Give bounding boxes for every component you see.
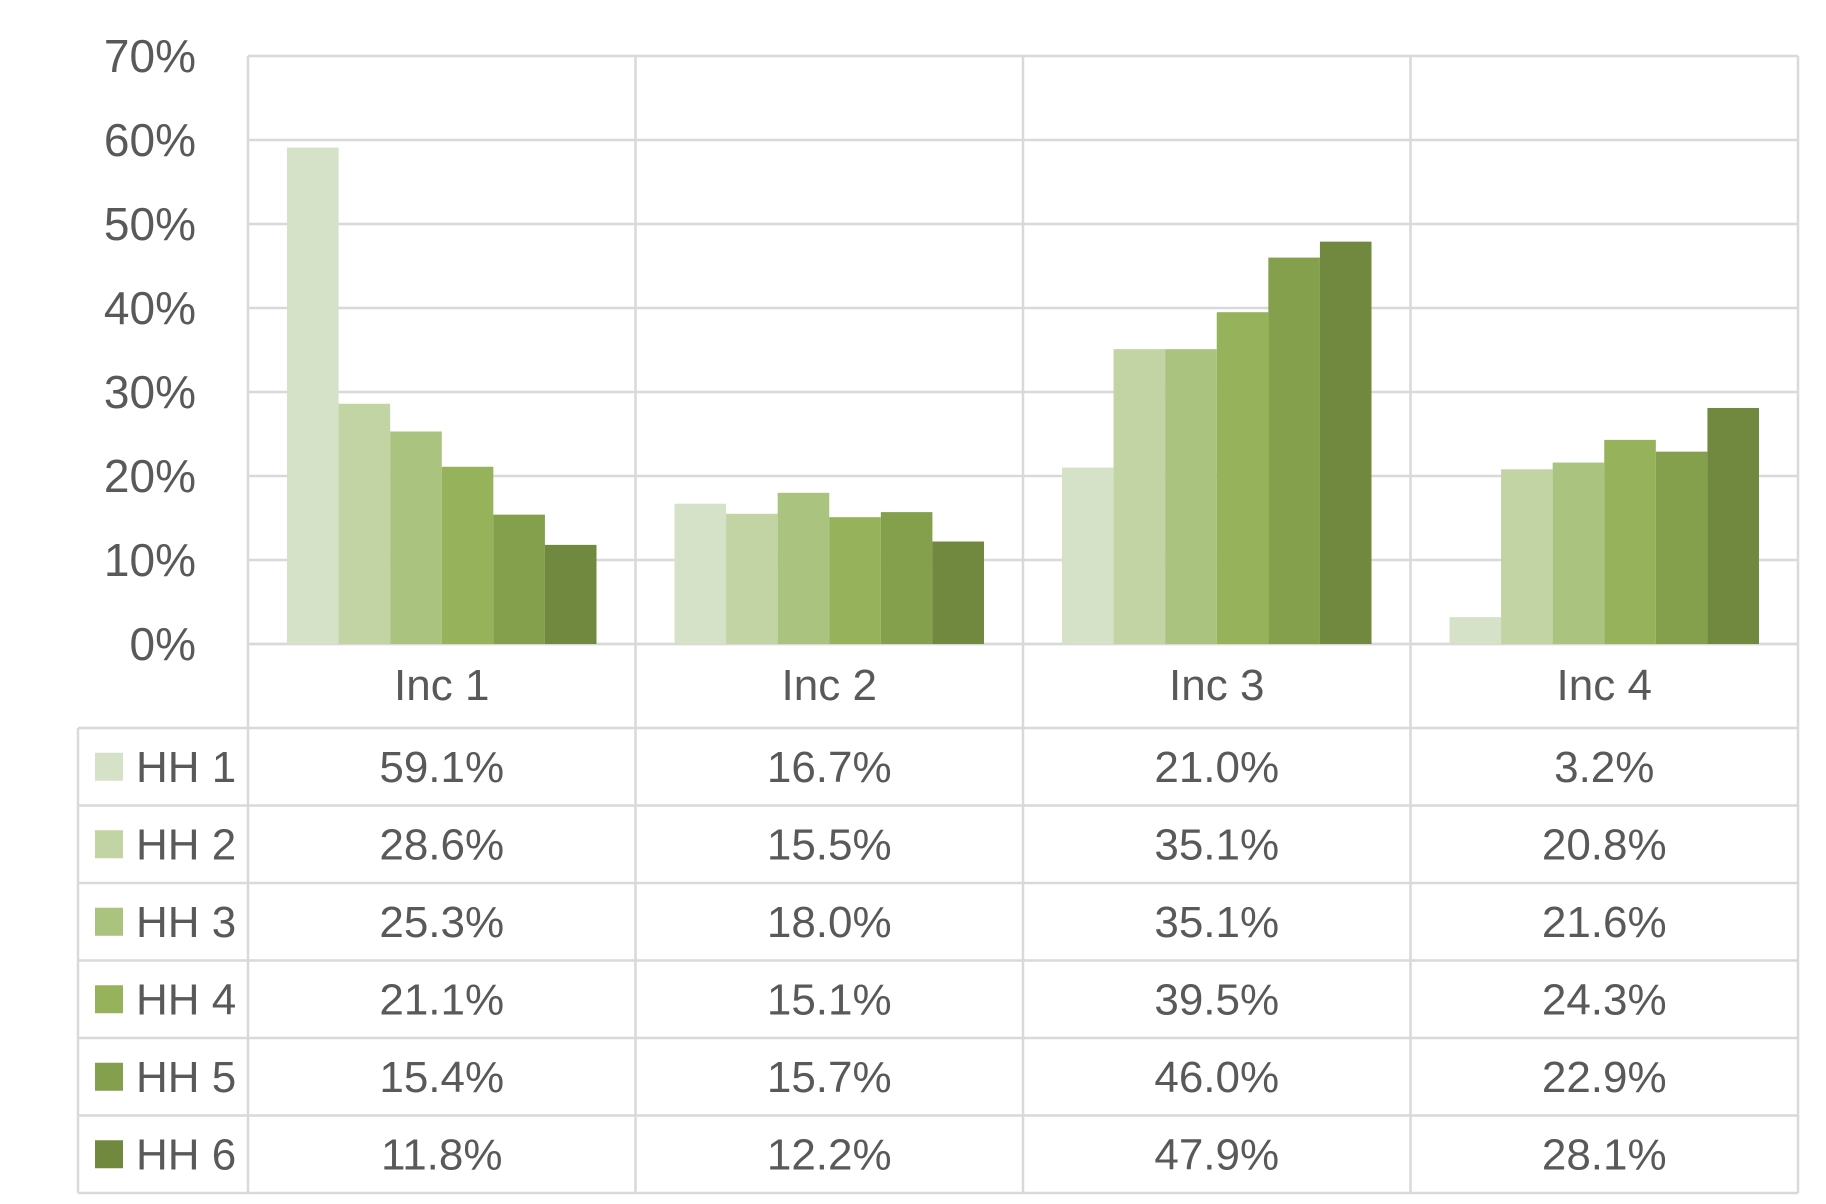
category-label: Inc 4	[1557, 661, 1652, 710]
bar	[441, 466, 494, 644]
legend-label: HH 5	[136, 1053, 236, 1102]
table-cell-value: 28.6%	[379, 820, 504, 869]
legend-label: HH 4	[136, 975, 236, 1024]
category-label: Inc 3	[1169, 661, 1264, 710]
bar	[390, 431, 442, 644]
y-tick-label: 30%	[104, 366, 196, 418]
bar	[777, 492, 830, 644]
bar	[287, 147, 339, 644]
legend-swatch	[95, 1140, 123, 1169]
table-cell-value: 3.2%	[1554, 743, 1654, 792]
bar	[1707, 407, 1759, 644]
y-tick-label: 70%	[104, 30, 196, 82]
table-cell-value: 20.8%	[1542, 820, 1667, 869]
table-cell-value: 28.1%	[1542, 1130, 1667, 1179]
bar	[1062, 467, 1114, 644]
category-label: Inc 2	[782, 661, 877, 710]
bar	[1113, 349, 1166, 644]
y-axis-ticks: 0% 10% 20% 30% 40% 50% 60% 70%	[104, 30, 196, 670]
bar	[674, 503, 727, 644]
bar	[829, 517, 881, 644]
table-cell-value: 12.2%	[767, 1130, 892, 1179]
table-cell-value: 21.6%	[1542, 898, 1667, 947]
table-cell-value: 39.5%	[1154, 975, 1279, 1024]
table-cell-value: 15.7%	[767, 1053, 892, 1102]
y-tick-label: 20%	[104, 450, 196, 502]
table-cell-value: 16.7%	[767, 743, 892, 792]
bar	[1216, 312, 1269, 644]
bar	[338, 403, 391, 644]
bar	[1165, 349, 1217, 644]
table-cell-value: 11.8%	[381, 1130, 503, 1179]
category-label: Inc 1	[394, 661, 489, 710]
legend-label: HH 6	[136, 1130, 236, 1179]
table-cell-value: 21.0%	[1154, 743, 1279, 792]
legend-swatch	[95, 1062, 123, 1091]
bar	[1655, 451, 1708, 644]
bar	[544, 544, 597, 644]
legend-swatch	[95, 985, 123, 1014]
data-table: HH 1 59.1% 16.7% 21.0% 3.2% HH 2 28.6% 15.5% 35.…	[95, 743, 1667, 1179]
table-cell-value: 21.1%	[379, 975, 504, 1024]
table-cell-value: 15.4%	[379, 1053, 504, 1102]
bar	[1604, 439, 1656, 644]
table-cell-value: 47.9%	[1154, 1130, 1279, 1179]
table-cell-value: 35.1%	[1154, 820, 1279, 869]
table-cell-value: 25.3%	[379, 898, 504, 947]
y-tick-label: 50%	[104, 198, 196, 250]
table-cell-value: 15.1%	[767, 975, 892, 1024]
table-cell-value: 35.1%	[1154, 898, 1279, 947]
bar	[880, 512, 933, 644]
table-cell-value: 22.9%	[1542, 1053, 1667, 1102]
bar	[1319, 241, 1372, 644]
table-cell-value: 15.5%	[767, 820, 892, 869]
bar	[1449, 617, 1502, 644]
legend-label: HH 3	[136, 898, 236, 947]
legend-swatch	[95, 752, 123, 781]
table-cell-value: 46.0%	[1154, 1053, 1279, 1102]
y-tick-label: 0%	[130, 618, 196, 670]
category-labels: Inc 1 Inc 2 Inc 3 Inc 4	[394, 661, 1652, 710]
table-cell-value: 59.1%	[379, 743, 504, 792]
y-tick-label: 40%	[104, 282, 196, 334]
bar	[726, 513, 778, 644]
y-tick-label: 10%	[104, 534, 196, 586]
bar	[932, 541, 984, 644]
bar	[1501, 469, 1553, 644]
table-cell-value: 18.0%	[767, 898, 892, 947]
legend-label: HH 1	[136, 743, 236, 792]
bar	[1268, 257, 1320, 644]
legend-label: HH 2	[136, 820, 236, 869]
bars-layer	[287, 147, 1759, 644]
legend-swatch	[95, 907, 123, 936]
y-tick-label: 60%	[104, 114, 196, 166]
bar	[1552, 462, 1605, 644]
bar	[493, 514, 545, 644]
table-cell-value: 24.3%	[1542, 975, 1667, 1024]
legend-swatch	[95, 830, 123, 859]
